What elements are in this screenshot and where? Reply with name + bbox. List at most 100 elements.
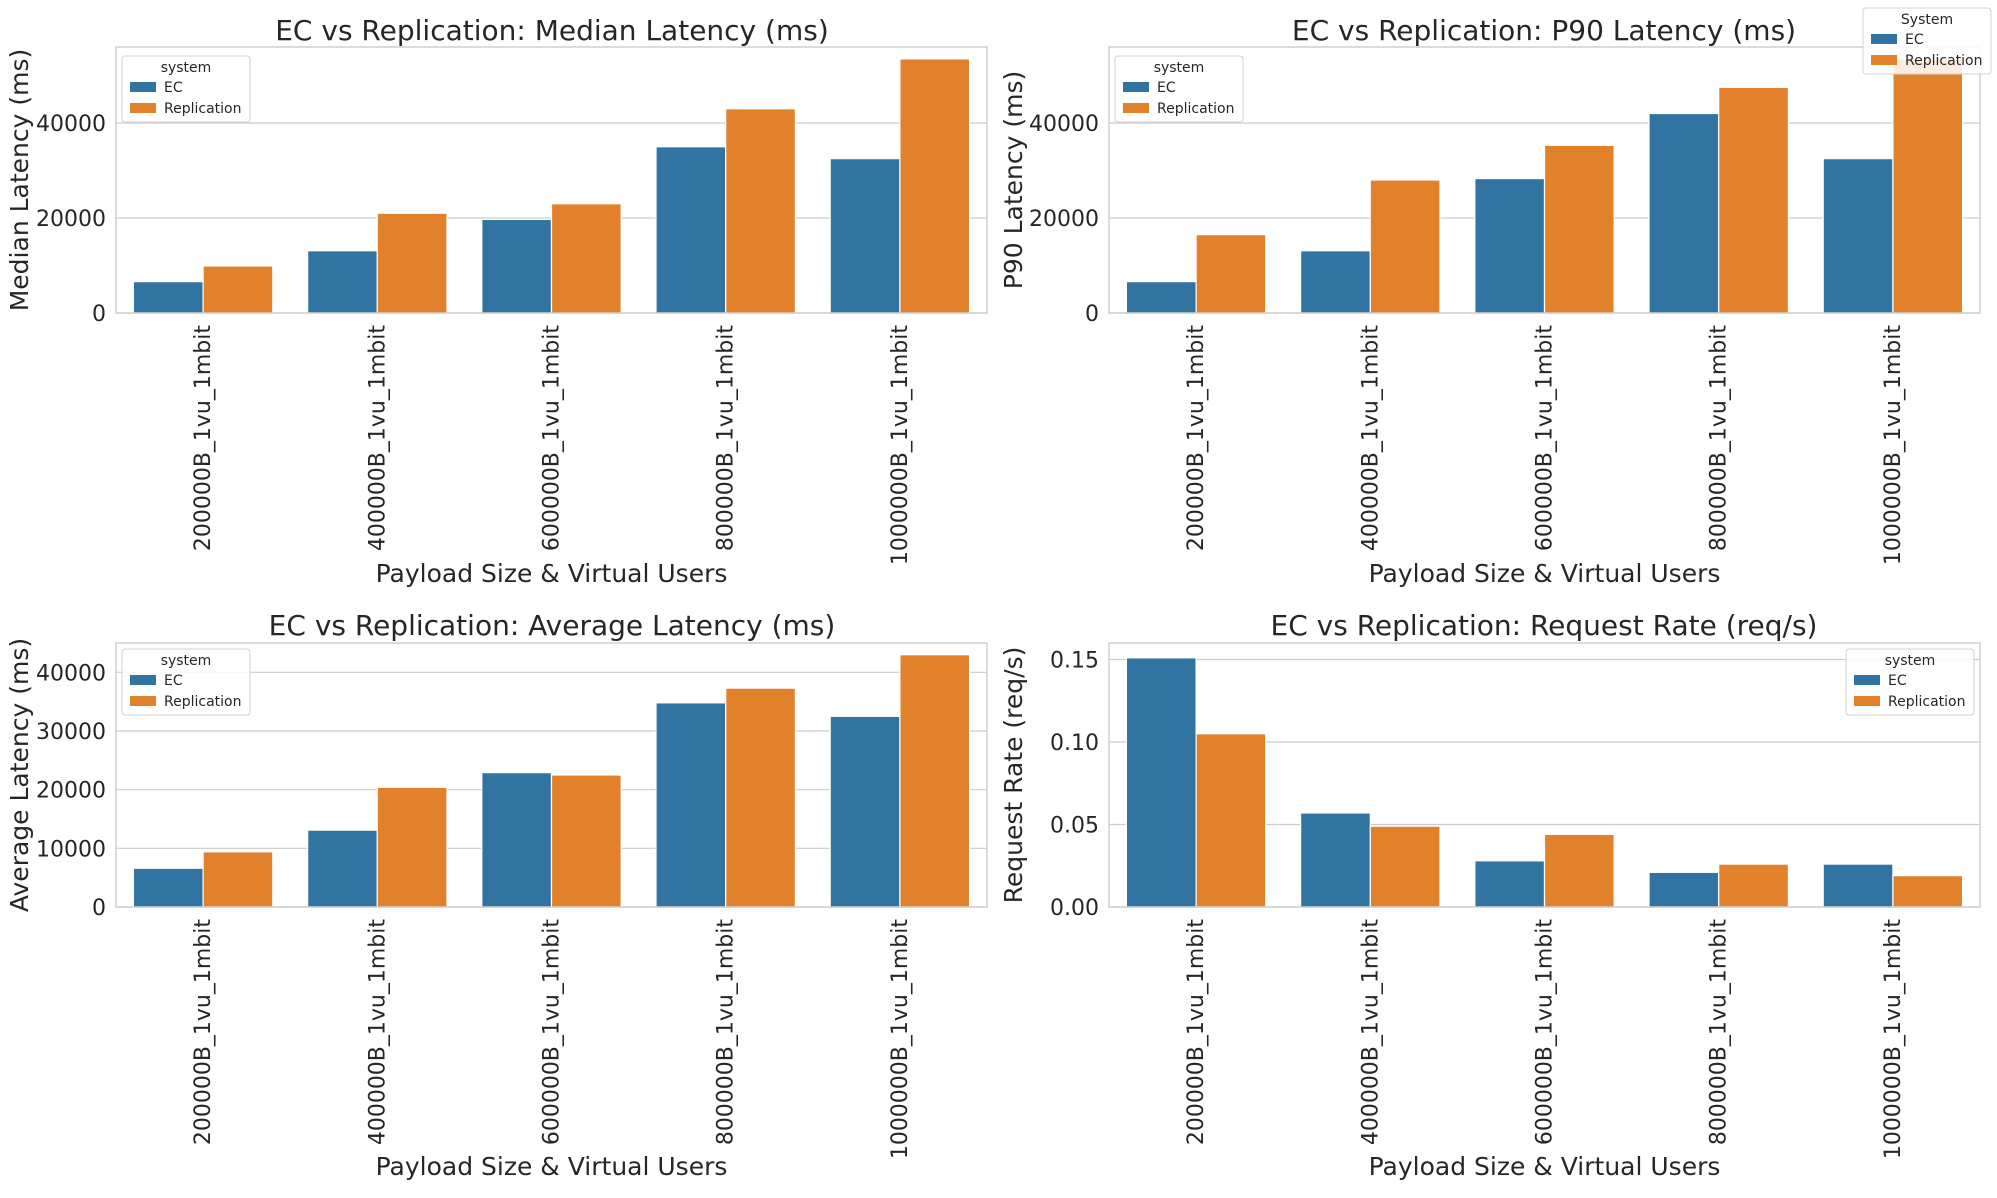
- legend-label: EC: [1888, 673, 1907, 689]
- x-tick-label: 200000B_1vu_1mbit: [191, 325, 216, 552]
- legend-swatch-replication: [130, 696, 156, 706]
- bar-ec-1: [1125, 657, 1197, 908]
- x-tick-label: 400000B_1vu_1mbit: [365, 919, 390, 1146]
- y-tick-label: 0.10: [1050, 731, 1099, 756]
- y-axis-label: P90 Latency (ms): [999, 71, 1028, 289]
- plot-frame: [1108, 46, 1981, 314]
- bar-replication-3: [1543, 144, 1615, 314]
- bar-replication-5: [1892, 875, 1964, 908]
- x-tick-label: 1000000B_1vu_1mbit: [888, 325, 913, 566]
- y-tick-label: 40000: [1029, 112, 1099, 137]
- legend-swatch-ec: [1854, 675, 1880, 685]
- chart-panel-2: 0 20000 40000 200000B_1vu_1mbit 400000B_1vu_…: [999, 14, 1981, 588]
- chart-panel-4: 0.00 0.05 0.10 0.15 200000B_1vu_1mbit 400000B…: [999, 609, 1981, 1181]
- bar-replication-5: [1892, 58, 1964, 314]
- bar-ec-1: [132, 867, 204, 908]
- bar-replication-2: [376, 786, 448, 908]
- legend-swatch-replication: [130, 103, 156, 113]
- x-tick-label: 600000B_1vu_1mbit: [1533, 919, 1558, 1146]
- bar-replication-3: [550, 774, 622, 908]
- y-tick-label: 0.15: [1050, 649, 1099, 674]
- bar-replication-5: [899, 654, 971, 908]
- legend-title: system: [161, 60, 212, 76]
- bar-ec-3: [1474, 860, 1546, 908]
- bar-ec-2: [307, 250, 378, 314]
- x-tick-label: 800000B_1vu_1mbit: [1707, 325, 1732, 552]
- bar-replication-1: [202, 851, 274, 908]
- bar-replication-3: [550, 203, 622, 314]
- x-tick-label: 400000B_1vu_1mbit: [1358, 325, 1383, 552]
- x-tick-label: 200000B_1vu_1mbit: [191, 919, 216, 1146]
- figure-legend-title: System: [1901, 12, 1953, 28]
- bar-replication-2: [1369, 179, 1441, 314]
- x-tick-label: 600000B_1vu_1mbit: [1533, 325, 1558, 552]
- legend-swatch-ec: [130, 82, 156, 92]
- plot-frame: [1108, 642, 1981, 908]
- y-tick-label: 20000: [36, 207, 106, 232]
- figure-legend-label: Replication: [1905, 53, 1982, 69]
- bar-ec-4: [655, 146, 727, 314]
- legend-title: system: [1885, 653, 1936, 669]
- legend: system EC Replication: [121, 55, 251, 123]
- bar-replication-4: [1718, 86, 1789, 314]
- x-axis-label: Payload Size & Virtual Users: [1369, 1152, 1721, 1181]
- bar-ec-2: [307, 829, 378, 908]
- figure-legend: System EC Replication: [1862, 7, 1992, 75]
- legend: system EC Replication: [1845, 648, 1975, 716]
- figure-legend-swatch-replication: [1871, 55, 1897, 65]
- legend-label: Replication: [164, 694, 241, 710]
- x-axis-label: Payload Size & Virtual Users: [1369, 559, 1721, 588]
- bar-replication-1: [202, 265, 274, 314]
- legend: system EC Replication: [1114, 55, 1244, 123]
- legend-swatch-replication: [1854, 696, 1880, 706]
- bar-ec-3: [481, 218, 553, 314]
- chart-panel-3: 0 10000 20000 30000 40000 200000B_1vu_1mbit 40…: [5, 609, 988, 1181]
- bar-ec-3: [1474, 177, 1546, 314]
- bar-ec-4: [1648, 112, 1720, 314]
- plot-frame: [115, 46, 988, 314]
- bar-ec-3: [481, 772, 553, 908]
- x-tick-label: 400000B_1vu_1mbit: [1358, 919, 1383, 1146]
- legend-label: EC: [1157, 80, 1176, 96]
- bar-ec-5: [829, 158, 901, 314]
- figure-legend-swatch-ec: [1871, 34, 1897, 44]
- x-axis-label: Payload Size & Virtual Users: [376, 1152, 728, 1181]
- legend: system EC Replication: [121, 648, 251, 716]
- legend-swatch-replication: [1123, 103, 1149, 113]
- figure-legend-label: EC: [1905, 32, 1924, 48]
- x-tick-label: 800000B_1vu_1mbit: [714, 919, 739, 1146]
- legend-label: EC: [164, 673, 183, 689]
- bar-replication-2: [376, 212, 448, 314]
- x-tick-label: 800000B_1vu_1mbit: [714, 325, 739, 552]
- plot-frame: [115, 642, 988, 908]
- bar-ec-2: [1300, 250, 1371, 314]
- bar-ec-5: [1822, 863, 1894, 908]
- bar-replication-4: [725, 108, 796, 314]
- bar-ec-2: [1300, 812, 1371, 908]
- x-tick-label: 200000B_1vu_1mbit: [1184, 919, 1209, 1146]
- x-tick-label: 600000B_1vu_1mbit: [540, 325, 565, 552]
- y-tick-label: 20000: [1029, 207, 1099, 232]
- bar-ec-4: [1648, 871, 1720, 908]
- x-tick-label: 200000B_1vu_1mbit: [1184, 325, 1209, 552]
- y-axis-label: Average Latency (ms): [5, 638, 34, 912]
- x-tick-label: 400000B_1vu_1mbit: [365, 325, 390, 552]
- legend-swatch-ec: [1123, 82, 1149, 92]
- legend-title: system: [161, 653, 212, 669]
- x-tick-label: 1000000B_1vu_1mbit: [1881, 325, 1906, 566]
- chart-panel-1: 0 20000 40000 200000B_1vu_1mbit 400000B_1vu_…: [5, 14, 988, 588]
- legend-swatch-ec: [130, 675, 156, 685]
- y-tick-label: 0.00: [1050, 896, 1099, 921]
- x-tick-label: 800000B_1vu_1mbit: [1707, 919, 1732, 1146]
- bar-ec-5: [1822, 158, 1894, 314]
- x-tick-label: 1000000B_1vu_1mbit: [888, 919, 913, 1160]
- bar-ec-1: [132, 281, 204, 314]
- chart-title: EC vs Replication: Average Latency (ms): [269, 609, 836, 642]
- y-tick-label: 20000: [36, 779, 106, 804]
- bar-replication-4: [1718, 863, 1789, 908]
- legend-label: EC: [164, 80, 183, 96]
- legend-label: Replication: [164, 101, 241, 117]
- bar-replication-3: [1543, 833, 1615, 908]
- chart-title: EC vs Replication: Request Rate (req/s): [1271, 609, 1818, 642]
